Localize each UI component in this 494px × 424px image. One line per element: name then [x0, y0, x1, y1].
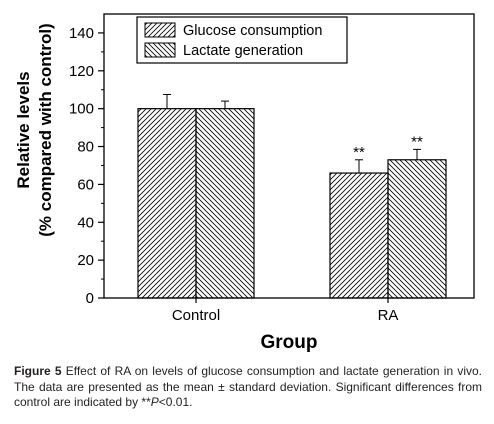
- significance-marker: **: [353, 144, 365, 161]
- x-tick-label: Control: [172, 307, 220, 324]
- y-axis-label-line2: (% compared with control): [36, 23, 55, 236]
- x-tick-label: RA: [378, 307, 399, 324]
- significance-marker: **: [411, 133, 423, 150]
- caption-figure-label: Figure 5: [14, 364, 62, 378]
- y-tick-label: 20: [77, 252, 94, 269]
- caption-stars: **: [141, 395, 151, 409]
- y-tick-label: 120: [69, 63, 94, 80]
- bar-glucose-control: [137, 108, 197, 299]
- legend-swatch-glucose: [144, 22, 176, 38]
- plot-area: [103, 13, 475, 299]
- plot-border: [103, 13, 475, 299]
- y-tick-label: 60: [77, 176, 94, 193]
- bar-lactate-ra: [387, 159, 447, 299]
- caption-text: Effect of RA on levels of glucose consum…: [14, 364, 482, 409]
- y-tick-label: 0: [86, 290, 94, 307]
- y-tick-label: 100: [69, 101, 94, 118]
- caption-threshold: <0.01.: [158, 395, 193, 409]
- legend-label: Glucose consumption: [183, 23, 322, 39]
- y-tick-label: 140: [69, 25, 94, 42]
- caption-p-symbol: P: [150, 395, 159, 409]
- y-axis-label-line1: Relative levels: [14, 71, 33, 188]
- legend: Glucose consumption Lactate generation: [136, 16, 348, 64]
- legend-label: Lactate generation: [183, 43, 303, 59]
- x-axis-label: Group: [261, 332, 318, 353]
- legend-swatch-lactate: [144, 42, 176, 58]
- y-tick-label: 80: [77, 139, 94, 156]
- bars-group: ** **: [137, 93, 447, 299]
- x-axis: Control RA: [172, 298, 399, 324]
- y-axis: 0 20 40 60 80 100 120 140: [69, 25, 104, 307]
- y-tick-label: 40: [77, 214, 94, 231]
- bar-glucose-ra: [329, 172, 389, 299]
- bar-lactate-control: [195, 108, 255, 299]
- bar-chart: 0 20 40 60 80 100 120 140 Control RA ** ** Glucos…: [14, 13, 475, 353]
- figure-caption: Figure 5 Effect of RA on levels of gluco…: [14, 364, 482, 411]
